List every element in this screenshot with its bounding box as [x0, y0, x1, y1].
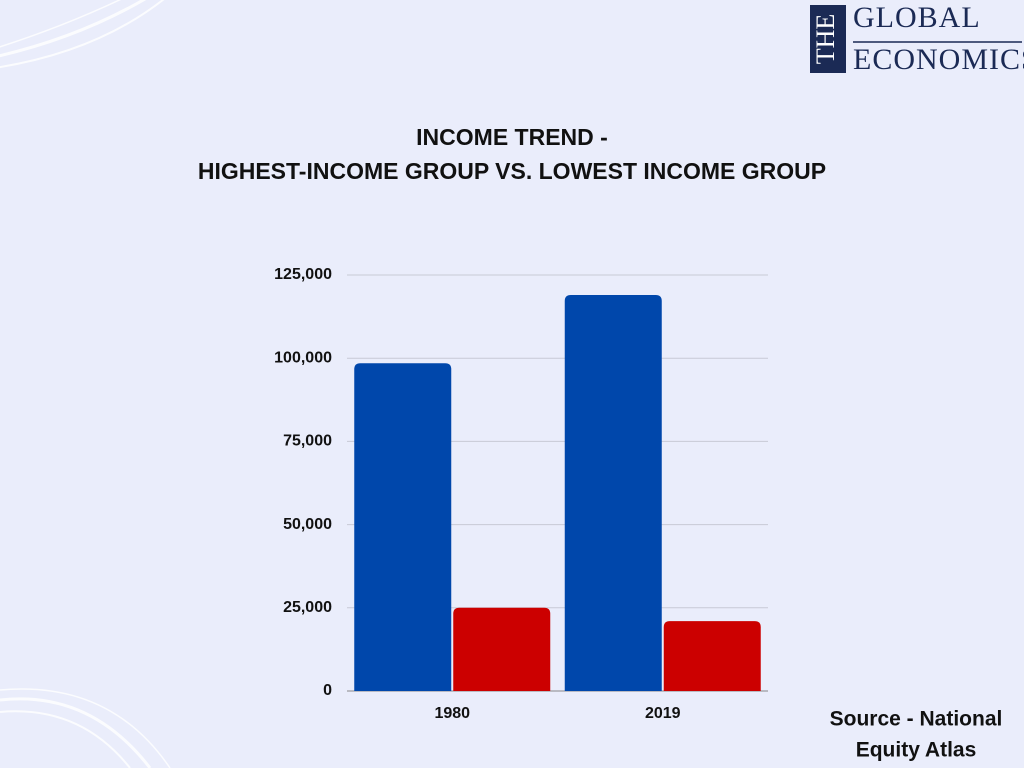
y-tick-label: 75,000	[283, 433, 332, 450]
bar	[453, 607, 551, 691]
logo-line2: ECONOMICS	[853, 43, 1024, 76]
logo-box	[810, 5, 846, 73]
chart-title: INCOME TREND -	[416, 124, 608, 150]
chart-title: HIGHEST-INCOME GROUP VS. LOWEST INCOME G…	[198, 158, 826, 184]
y-tick-label: 50,000	[283, 516, 332, 533]
bar	[663, 621, 761, 691]
bar	[354, 363, 452, 691]
x-tick-label: 2019	[645, 705, 681, 722]
y-tick-label: 100,000	[274, 349, 332, 366]
logo-the: THE	[811, 14, 840, 65]
decoration	[0, 0, 171, 768]
y-tick-label: 0	[323, 682, 332, 699]
source: Source - National	[830, 708, 1003, 731]
logo-line1: GLOBAL	[853, 1, 981, 34]
source: Equity Atlas	[856, 739, 977, 762]
y-tick-label: 125,000	[274, 266, 332, 283]
x-tick-label: 1980	[434, 705, 470, 722]
bar	[564, 294, 662, 691]
y-tick-label: 25,000	[283, 599, 332, 616]
